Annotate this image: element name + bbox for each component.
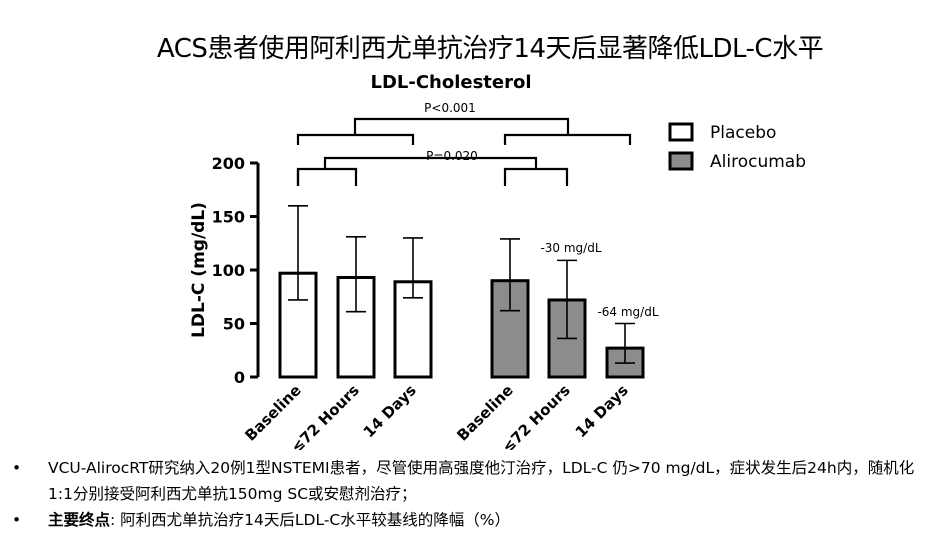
bracket-line [323, 156, 538, 169]
bullet-text: : 阿利西尤单抗治疗14天后LDL-C水平较基线的降幅（%） [110, 511, 510, 529]
chart-title: LDL-Cholesterol [370, 72, 531, 93]
annotation-p-value: P=0.020 [426, 149, 478, 163]
legend-label: Alirocumab [710, 152, 806, 172]
bullet-body: 主要终点: 阿利西尤单抗治疗14天后LDL-C水平较基线的降幅（%） [48, 507, 932, 533]
y-tick-label: 50 [223, 315, 245, 334]
annotation-p-value: P<0.001 [424, 101, 476, 115]
bullet-label-primary-endpoint: 主要终点 [48, 511, 111, 529]
bracket-line [503, 133, 632, 145]
slide-title: ACS患者使用阿利西尤单抗治疗14天后显著降低LDL-C水平 [156, 34, 824, 64]
bullet-item-1: • VCU-AlirocRT研究纳入20例1型NSTEMI患者，尽管使用高强度他… [12, 455, 932, 507]
bullet-text: VCU-AlirocRT研究纳入20例1型NSTEMI患者，尽管使用高强度他汀治… [48, 459, 915, 503]
bullet-dot: • [12, 459, 22, 477]
y-tick-label: 0 [234, 368, 245, 387]
bullet-item-2: • 主要终点: 阿利西尤单抗治疗14天后LDL-C水平较基线的降幅（%） [12, 507, 932, 533]
bullet-list: • VCU-AlirocRT研究纳入20例1型NSTEMI患者，尽管使用高强度他… [12, 455, 932, 533]
bracket-line [296, 133, 415, 145]
y-tick-label: 150 [212, 208, 245, 227]
annotation-delta: -64 mg/dL [597, 305, 658, 319]
bullet-dot: • [12, 511, 22, 529]
bracket-line [296, 167, 358, 186]
legend-swatch-placebo [668, 122, 694, 142]
legend-label: Placebo [710, 123, 776, 143]
x-tick-label: 14 Days [360, 381, 420, 441]
ldl-chart: LDL-Cholesterol 0 50 100 150 200 LDL-C (mg/dL)… [189, 72, 806, 450]
y-tick-label: 200 [212, 154, 245, 173]
y-axis-label: LDL-C (mg/dL) [189, 202, 209, 338]
bracket-line [353, 117, 570, 135]
legend-swatch-alirocumab [668, 151, 694, 171]
annotation-delta: -30 mg/dL [540, 241, 601, 255]
x-tick-label: 14 Days [572, 381, 632, 441]
y-tick-label: 100 [212, 261, 245, 280]
bracket-line [503, 167, 569, 186]
